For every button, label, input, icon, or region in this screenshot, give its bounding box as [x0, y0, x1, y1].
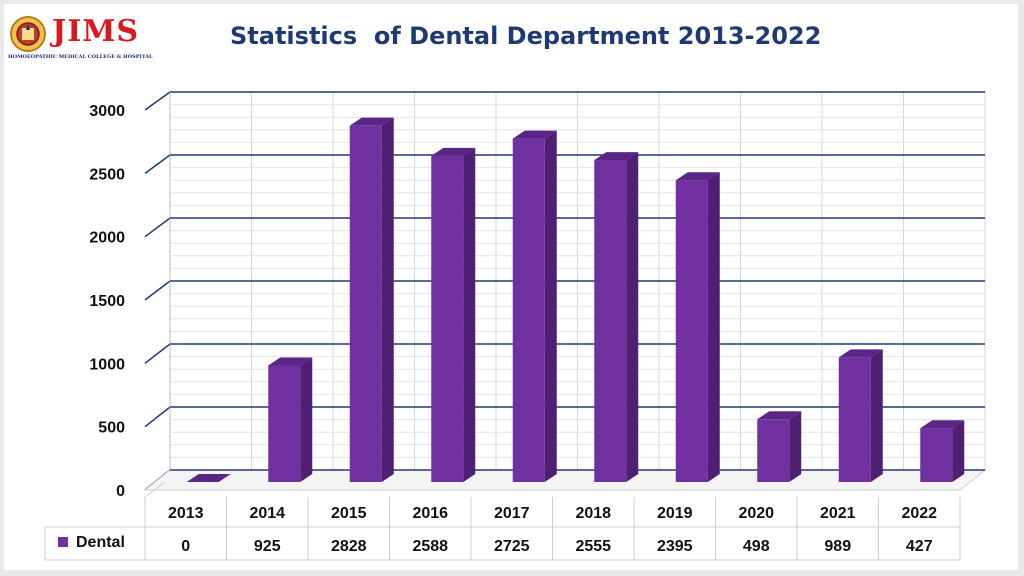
data-table-value: 2395: [657, 538, 693, 555]
legend-swatch: [58, 537, 68, 547]
bar-top: [349, 117, 394, 126]
bar-front: [349, 125, 382, 482]
x-tick-label: 2016: [412, 505, 448, 522]
y-tick-label: 0: [116, 483, 125, 500]
bar-top: [431, 147, 476, 156]
bar-side: [544, 130, 557, 482]
bar-front: [675, 180, 708, 483]
bar-side: [626, 152, 639, 482]
bar-top: [920, 420, 965, 429]
data-table-value: 925: [254, 538, 281, 555]
side-gridline: [144, 91, 171, 111]
x-tick-label: 2019: [657, 505, 693, 522]
bar-side: [707, 172, 720, 483]
logo-text: JIMS: [52, 14, 140, 49]
data-table-value: 427: [906, 538, 933, 555]
bar-2019: [675, 172, 720, 483]
side-gridline: [144, 154, 171, 174]
bar-2017: [512, 130, 557, 482]
bar-2015: [349, 117, 394, 482]
side-gridline: [144, 343, 171, 364]
bar-2016: [431, 147, 476, 483]
x-tick-label: 2020: [738, 505, 774, 522]
y-tick-label: 1000: [89, 356, 125, 373]
y-tick-label: 3000: [89, 103, 125, 120]
side-gridline: [144, 217, 171, 238]
bar-2020: [757, 411, 802, 482]
bar-2014: [268, 357, 313, 482]
bar-2021: [838, 349, 883, 482]
y-tick-label: 500: [98, 420, 125, 437]
bar-front: [431, 155, 464, 483]
bar-front: [757, 419, 790, 482]
bar-top: [675, 172, 720, 181]
bar-top: [757, 411, 802, 420]
x-tick-label: 2015: [331, 505, 367, 522]
x-tick-label: 2017: [494, 505, 530, 522]
emblem-icon: [10, 16, 46, 52]
bar-top: [512, 130, 557, 139]
bar-front: [920, 428, 953, 482]
bar-side: [463, 147, 476, 483]
y-tick-label: 2000: [89, 230, 125, 247]
data-table-value: 989: [824, 538, 851, 555]
bar-top: [838, 349, 883, 358]
bar-2013: [186, 474, 231, 482]
bar-front: [512, 138, 545, 482]
table-edge: [144, 481, 166, 498]
y-tick-label: 1500: [89, 293, 125, 310]
x-tick-label: 2014: [249, 505, 285, 522]
data-table-value: 0: [181, 538, 190, 555]
legend-label: Dental: [76, 534, 125, 551]
bar-top: [186, 474, 231, 482]
data-table-value: 2588: [412, 538, 448, 555]
bar-side: [381, 117, 394, 482]
bar-2022: [920, 420, 965, 482]
bar-side: [300, 357, 313, 482]
data-table-value: 2725: [494, 538, 530, 555]
data-table-value: 2555: [575, 538, 611, 555]
bar-2018: [594, 152, 639, 482]
x-tick-label: 2018: [575, 505, 611, 522]
chart-title: Statistics of Dental Department 2013-202…: [230, 22, 822, 50]
logo-subtext: HOMOEOPATHIC MEDICAL COLLEGE & HOSPITAL: [8, 54, 153, 60]
x-tick-label: 2021: [820, 505, 856, 522]
bar-side: [789, 411, 802, 482]
bar-front: [594, 160, 627, 482]
data-table-value: 2828: [331, 538, 367, 555]
side-gridline: [144, 406, 171, 428]
bar-top: [594, 152, 639, 161]
x-tick-label: 2013: [168, 505, 204, 522]
side-gridline: [144, 280, 171, 301]
bar-side: [952, 420, 965, 482]
x-tick-label: 2022: [901, 505, 937, 522]
logo: JIMS HOMOEOPATHIC MEDICAL COLLEGE & HOSP…: [8, 14, 168, 64]
bar-top: [268, 357, 313, 366]
data-table-value: 498: [743, 538, 770, 555]
bar-side: [870, 349, 883, 482]
bar-front: [838, 357, 871, 482]
bar-front: [268, 365, 301, 482]
y-tick-label: 2500: [89, 166, 125, 183]
